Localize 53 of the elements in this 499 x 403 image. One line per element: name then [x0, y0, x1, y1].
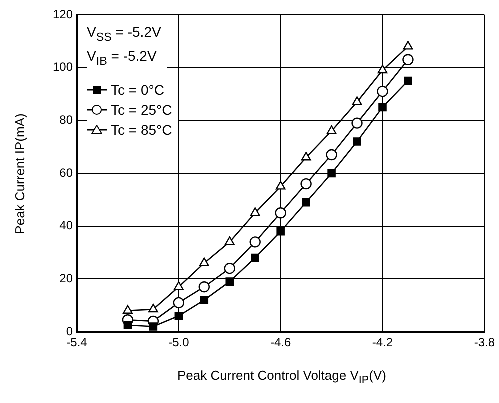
x-tick-label: -5.0	[168, 336, 190, 350]
point	[404, 76, 412, 86]
point	[250, 208, 260, 216]
point	[148, 304, 158, 313]
point	[302, 198, 310, 207]
point	[353, 138, 362, 146]
point	[224, 263, 236, 274]
point	[174, 312, 184, 320]
y-tick-label: 60	[60, 166, 74, 180]
point	[301, 152, 312, 161]
point	[300, 178, 312, 190]
annotation: V$_{IB}$ = -5.2V	[87, 46, 158, 70]
point	[200, 296, 209, 304]
point	[276, 227, 285, 236]
y-tick-label: 40	[60, 218, 74, 233]
point	[402, 54, 414, 66]
y-tick-label: 80	[60, 112, 74, 127]
point	[173, 297, 185, 309]
y-tick-label: 100	[52, 60, 74, 74]
x-axis-title: Peak Current Control Voltage V$_{IP}$(V)	[176, 368, 388, 387]
point	[124, 321, 132, 330]
y-tick-label: 0	[66, 324, 74, 338]
point	[378, 64, 388, 74]
point	[275, 208, 286, 219]
x-tick-label: -3.8	[474, 336, 496, 350]
point	[224, 236, 235, 246]
point	[199, 258, 210, 266]
point	[377, 86, 388, 98]
point	[226, 278, 234, 286]
x-tick-label: -4.6	[270, 336, 292, 350]
point	[352, 96, 362, 106]
point	[352, 118, 363, 129]
point	[251, 254, 260, 262]
legend-label: Tc = 25°C	[111, 101, 172, 120]
legend-label: Tc = 0°C	[111, 81, 164, 100]
y-tick-label: 120	[52, 7, 74, 22]
point	[276, 181, 286, 190]
y-tick-label: 20	[60, 271, 74, 286]
point	[326, 149, 338, 161]
point	[403, 41, 414, 50]
point	[250, 236, 261, 248]
point	[328, 169, 336, 178]
x-tick-label: -5.4	[66, 336, 88, 350]
legend-label: Tc = 85°C	[111, 121, 172, 140]
point	[378, 103, 387, 112]
point	[198, 281, 210, 293]
point	[149, 322, 158, 331]
point	[123, 305, 133, 314]
point	[326, 126, 337, 134]
point	[174, 281, 184, 290]
annotation: V$_{SS}$ = -5.2V	[87, 23, 162, 46]
x-tick-label: -4.2	[372, 336, 394, 350]
y-axis-title: Peak Current IP(mA)	[12, 113, 28, 234]
